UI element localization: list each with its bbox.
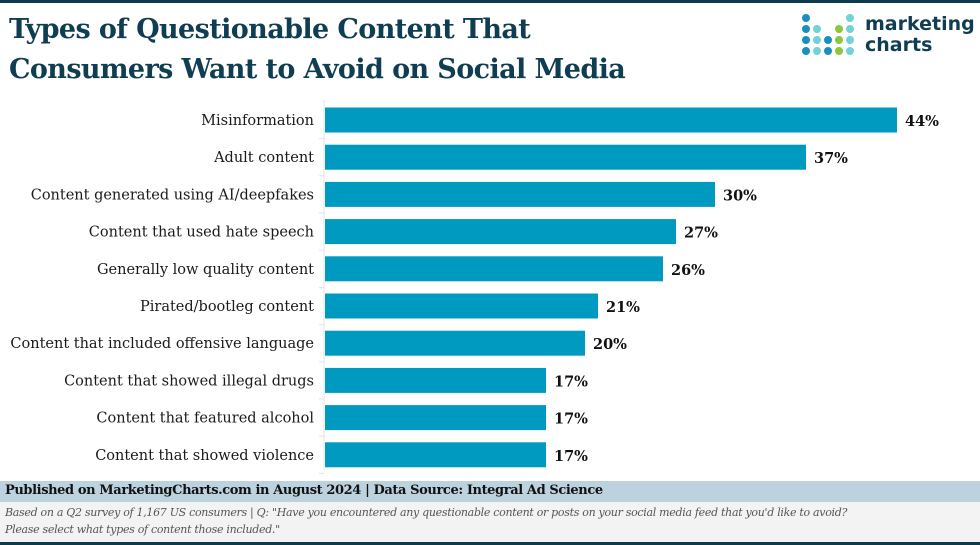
logo-dot [813, 25, 821, 33]
survey-note: Based on a Q2 survey of 1,167 US consume… [0, 502, 980, 542]
value-label: 30% [723, 187, 757, 204]
bar [325, 219, 676, 245]
logo-text-line-1: marketing [865, 13, 975, 35]
bar-group: Content generated using AI/deepfakes 30% [31, 181, 757, 214]
category-label: Generally low quality content [97, 262, 314, 278]
category-label: Misinformation [201, 113, 314, 129]
logo-dot [802, 47, 810, 55]
title-line-2: Consumers Want to Avoid on Social Media [9, 54, 626, 85]
bar [325, 293, 598, 319]
bar [325, 107, 897, 133]
logo-dot [824, 36, 832, 44]
category-label: Content that included offensive language [10, 336, 314, 352]
logo-text: marketing charts [865, 14, 975, 56]
category-label: Adult content [213, 150, 314, 166]
value-label: 17% [554, 411, 588, 428]
category-label: Content that showed illegal drugs [64, 373, 314, 389]
logo-dot [802, 25, 810, 33]
bar-group: Misinformation 44% [201, 107, 939, 140]
value-label: 44% [905, 113, 939, 130]
bar-group: Generally low quality content 26% [97, 256, 705, 288]
category-label: Content that used hate speech [89, 225, 314, 241]
bar-group: Content that showed violence 17% [95, 442, 588, 474]
bar-group: Content that featured alcohol 17% [96, 405, 588, 437]
value-label: 17% [554, 373, 588, 390]
bar [325, 405, 546, 431]
bar [325, 181, 715, 207]
bar-group: Content that showed illegal drugs 17% [64, 367, 588, 400]
category-label: Pirated/bootleg content [140, 299, 314, 315]
logo-dot [813, 36, 821, 44]
marketingcharts-logo: marketing charts [800, 12, 975, 64]
logo-dot [846, 14, 854, 22]
logo-dot [824, 47, 832, 55]
survey-note-line-2: Please select what types of content thos… [5, 523, 280, 536]
value-label: 17% [554, 448, 588, 465]
value-label: 21% [606, 299, 640, 316]
bar [325, 367, 546, 393]
logo-dots-icon [802, 14, 854, 55]
category-label: Content that showed violence [95, 448, 314, 464]
bar-chart: Misinformation 44% Adult content 37% Content… [10, 100, 939, 474]
category-label: Content generated using AI/deepfakes [31, 187, 314, 203]
logo-dot [835, 25, 843, 33]
logo-dot [835, 36, 843, 44]
bar [325, 144, 806, 170]
logo-dot [846, 36, 854, 44]
survey-note-line-1: Based on a Q2 survey of 1,167 US consume… [5, 506, 848, 519]
bar [325, 256, 663, 282]
bar [325, 442, 546, 468]
value-label: 37% [814, 150, 848, 167]
published-band: Published on MarketingCharts.com in Augu… [0, 481, 980, 502]
logo-dot [835, 47, 843, 55]
chart-title: Types of Questionable Content That Consu… [9, 10, 626, 90]
bar [325, 330, 585, 356]
logo-dot [802, 14, 810, 22]
bar-group: Content that used hate speech 27% [89, 219, 718, 251]
top-border [0, 0, 980, 3]
logo-dot [846, 47, 854, 55]
value-label: 27% [684, 225, 718, 242]
value-label: 26% [671, 262, 705, 279]
bar-group: Pirated/bootleg content 21% [140, 293, 640, 326]
bar-group: Adult content 37% [213, 144, 848, 177]
category-label: Content that featured alcohol [96, 411, 314, 427]
value-label: 20% [593, 336, 627, 353]
title-line-1: Types of Questionable Content That [9, 14, 531, 45]
bar-group: Content that included offensive language… [10, 330, 627, 363]
logo-dot [846, 25, 854, 33]
logo-text-line-2: charts [865, 34, 933, 56]
logo-dot [802, 36, 810, 44]
logo-dot [813, 47, 821, 55]
published-source-text: Published on MarketingCharts.com in Augu… [5, 483, 603, 498]
bottom-border [0, 542, 980, 545]
